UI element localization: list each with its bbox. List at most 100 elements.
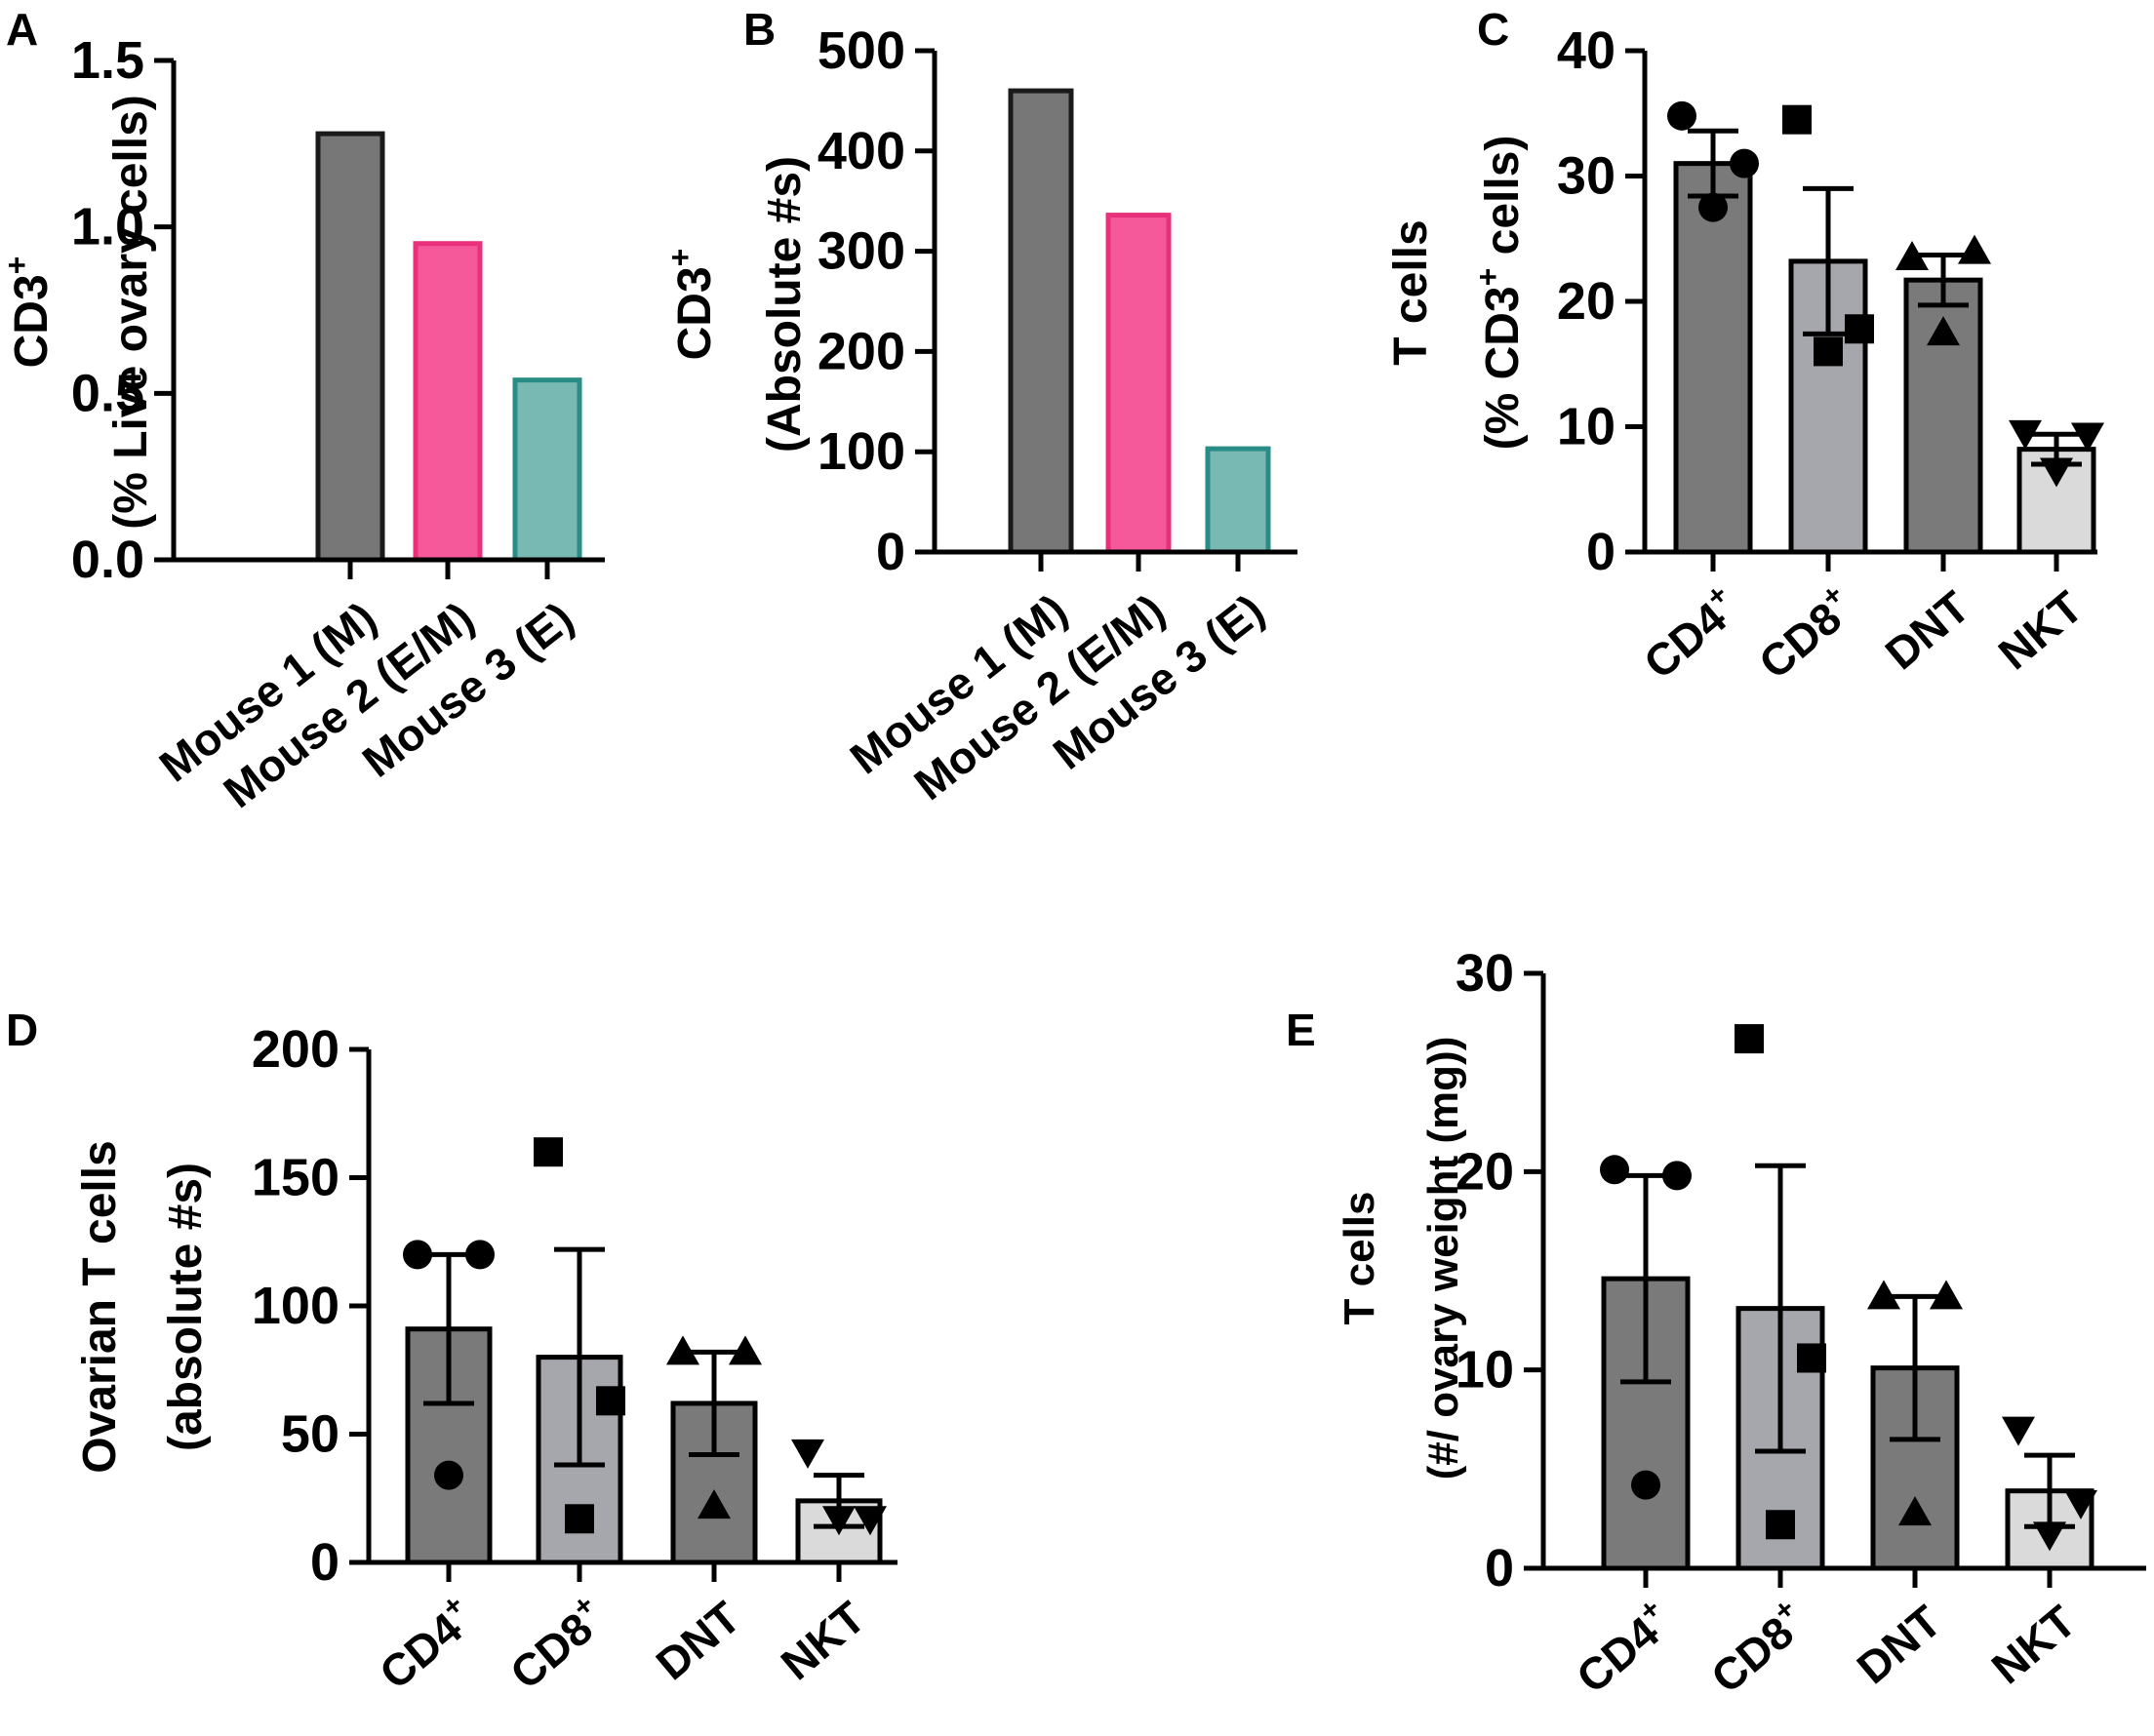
y-tick-label: 50 <box>281 1405 339 1464</box>
bar <box>1105 213 1172 555</box>
x-category-label: CD4+ <box>1632 578 1749 689</box>
bar <box>1673 161 1753 555</box>
y-title-text: CD3 <box>669 266 721 360</box>
y-tick-label: 0 <box>310 1533 339 1592</box>
data-point-circle <box>1600 1155 1629 1185</box>
data-point-circle <box>403 1240 432 1270</box>
data-point-triangle-up <box>1895 241 1929 271</box>
y-title-text: T cells <box>1336 1192 1383 1325</box>
y-axis-title-line1: CD3+ <box>662 249 721 361</box>
y-tick-label: 0 <box>1586 523 1616 581</box>
y-axis-title-line2: (% CD3+ cells) <box>1470 136 1529 451</box>
data-point-triangle-down <box>791 1439 824 1469</box>
x-category-label: CD8+ <box>499 1589 616 1699</box>
bar <box>315 131 385 563</box>
data-point-triangle-down <box>2071 422 2104 453</box>
y-title-superscript: + <box>0 256 34 275</box>
data-point-square <box>1766 1510 1795 1540</box>
y-tick-label: 500 <box>818 21 905 80</box>
y-tick-label: 30 <box>1557 147 1616 206</box>
y-axis-title-line2: (#/ ovary weight (mg)) <box>1419 1037 1467 1480</box>
panel-letter: E <box>1286 1005 1316 1055</box>
data-point-square <box>1845 314 1874 344</box>
data-point-triangle-down <box>2064 1489 2097 1519</box>
y-tick-label: 300 <box>818 222 905 281</box>
y-title-text: (% Live ovary cells) <box>105 95 157 530</box>
category-base: DNT <box>647 1592 750 1690</box>
y-axis-title-line1: Ovarian T cells <box>74 1140 126 1474</box>
category-base: DNT <box>1876 581 1979 680</box>
y-title-text: (% CD3 <box>1477 286 1529 450</box>
data-point-triangle-up <box>1927 316 1960 346</box>
y-tick-label: 20 <box>1557 272 1616 331</box>
data-point-triangle-up <box>698 1489 731 1519</box>
y-tick-label: 0.5 <box>71 364 144 422</box>
x-category-label: NKT <box>772 1592 875 1690</box>
data-point-triangle-down <box>822 1506 856 1536</box>
data-point-triangle-up <box>1930 1280 1963 1310</box>
data-point-square <box>1797 1343 1826 1373</box>
data-point-square <box>1814 336 1843 367</box>
category-base: NKT <box>1982 1596 2086 1694</box>
data-point-circle <box>434 1460 463 1490</box>
panel-c: C 0 10 20 30 40 CD4+ CD8+ DNT NKT T cells (% CD3+ c… <box>1385 4 2104 689</box>
y-tick-label: 200 <box>252 1020 339 1079</box>
data-point-square <box>596 1386 625 1416</box>
y-title-superscript: + <box>1470 268 1505 287</box>
data-point-triangle-down <box>2002 1416 2035 1446</box>
y-title-text: (absolute #s) <box>160 1163 212 1451</box>
y-tick-label: 100 <box>818 422 905 481</box>
y-title-text: Ovarian T cells <box>74 1140 126 1474</box>
panel-letter: D <box>6 1005 38 1055</box>
x-category-label: CD4+ <box>368 1589 485 1699</box>
data-point-circle <box>1631 1470 1660 1500</box>
x-category-label: DNT <box>1848 1596 1951 1694</box>
data-point-triangle-down <box>854 1506 887 1536</box>
bar <box>512 377 582 563</box>
y-tick-label: 1.0 <box>71 198 144 256</box>
data-point-triangle-up <box>1898 1496 1932 1526</box>
x-category-label: CD4+ <box>1565 1593 1682 1703</box>
bar <box>670 1401 758 1565</box>
y-tick-label: 400 <box>818 122 905 180</box>
y-tick-label: 0 <box>1485 1539 1514 1598</box>
panel-letter: C <box>1477 4 1509 55</box>
y-title-text: (Absolute #s) <box>759 156 811 453</box>
data-point-triangle-up <box>1867 1280 1900 1310</box>
panel-d: D 0 50 100 150 200 CD4+ CD8+ DNT NKT Ovarian T cel… <box>6 1005 898 1699</box>
bar <box>413 241 483 563</box>
data-point-circle <box>1662 1161 1692 1191</box>
y-title-text: cells) <box>1477 136 1529 268</box>
category-base: NKT <box>1989 581 2093 680</box>
y-tick-label: 10 <box>1557 398 1616 456</box>
data-point-triangle-up <box>729 1335 762 1365</box>
bar <box>1008 88 1074 555</box>
category-base: NKT <box>772 1592 875 1690</box>
y-tick-label: 0.0 <box>71 531 144 589</box>
panel-e: E 0 10 20 30 CD4+ CD8+ DNT NKT T cells (#/ ovary w… <box>1286 944 2146 1703</box>
data-point-circle <box>1667 100 1696 131</box>
data-point-triangle-down <box>2033 1521 2066 1552</box>
data-point-square <box>565 1504 594 1534</box>
x-category-label: DNT <box>647 1592 750 1690</box>
data-point-circle <box>1698 192 1728 222</box>
data-point-square <box>1735 1024 1764 1054</box>
y-tick-label: 40 <box>1557 21 1616 80</box>
y-title-text: T cells <box>1385 219 1437 365</box>
y-axis-title-line2: (absolute #s) <box>160 1163 212 1451</box>
data-point-square <box>534 1137 563 1167</box>
x-category-label: CD8+ <box>1747 578 1864 689</box>
x-category-label: CD8+ <box>1699 1593 1816 1703</box>
y-tick-label: 1.5 <box>71 31 144 90</box>
data-point-triangle-up <box>666 1335 699 1365</box>
y-tick-label: 0 <box>876 523 905 581</box>
y-tick-label: 150 <box>252 1149 339 1207</box>
y-tick-label: 10 <box>1456 1341 1514 1400</box>
data-point-triangle-down <box>2040 457 2073 488</box>
data-point-circle <box>1730 148 1759 178</box>
data-point-square <box>1782 104 1812 135</box>
x-category-label: DNT <box>1876 581 1979 680</box>
y-tick-label: 200 <box>818 322 905 380</box>
panel-letter: B <box>743 4 776 55</box>
